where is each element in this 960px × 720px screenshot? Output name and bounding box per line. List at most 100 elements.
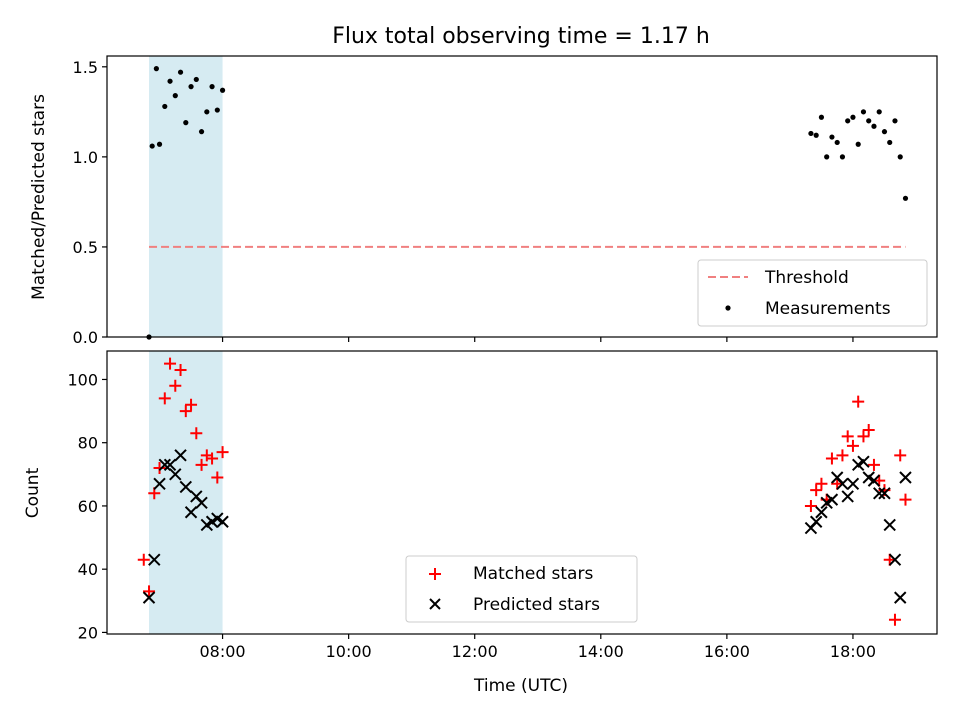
predicted-star-point bbox=[184, 506, 198, 519]
y-tick-label: 1.5 bbox=[73, 58, 98, 77]
measurement-point bbox=[897, 154, 903, 160]
matched-stars-points bbox=[137, 357, 912, 626]
predicted-star-point bbox=[841, 490, 854, 503]
predicted-stars-points bbox=[142, 449, 912, 604]
predicted-star-point bbox=[846, 477, 860, 491]
measurement-point bbox=[156, 141, 163, 147]
y-tick-label: 1.0 bbox=[73, 148, 98, 167]
bottom-legend: Matched stars Predicted stars bbox=[405, 555, 638, 623]
matched-star-point bbox=[164, 357, 177, 370]
bottom-y-axis-label: Count bbox=[23, 467, 43, 518]
measurement-points bbox=[146, 66, 909, 340]
top-legend-box bbox=[697, 259, 928, 327]
predicted-star-point bbox=[867, 474, 881, 487]
measurement-point bbox=[183, 120, 189, 126]
measurement-point bbox=[209, 84, 215, 90]
measurement-point bbox=[839, 154, 846, 160]
matched-star-point bbox=[179, 405, 192, 418]
matched-star-point bbox=[143, 585, 156, 598]
measurement-point bbox=[193, 76, 199, 83]
legend-threshold-label: Threshold bbox=[764, 268, 849, 288]
matched-star-point bbox=[867, 458, 880, 471]
measurement-point bbox=[871, 123, 877, 129]
measurement-point bbox=[153, 66, 159, 72]
y-tick-label: 20 bbox=[78, 623, 98, 642]
legend-predicted-label: Predicted stars bbox=[473, 595, 600, 615]
predicted-star-point bbox=[148, 553, 161, 566]
matched-star-point bbox=[857, 430, 870, 443]
measurement-point bbox=[855, 141, 861, 147]
matched-star-point bbox=[852, 395, 865, 408]
predicted-star-point bbox=[163, 458, 177, 472]
matched-star-point bbox=[825, 452, 838, 465]
measurement-point bbox=[813, 132, 819, 138]
matched-star-point bbox=[153, 461, 166, 474]
measurement-point bbox=[866, 118, 872, 124]
measurement-point bbox=[892, 118, 898, 124]
measurement-point bbox=[162, 103, 168, 110]
matched-star-point bbox=[185, 398, 198, 411]
y-tick-label: 80 bbox=[78, 434, 98, 453]
measurement-point bbox=[149, 143, 155, 149]
matched-star-point bbox=[195, 458, 208, 471]
predicted-star-point bbox=[158, 458, 171, 472]
matched-star-point bbox=[137, 553, 150, 566]
predicted-star-point bbox=[894, 591, 907, 604]
matched-star-point bbox=[804, 499, 817, 512]
matched-star-point bbox=[216, 446, 229, 459]
predicted-star-point bbox=[195, 496, 208, 509]
top-x-ticks bbox=[221, 337, 854, 342]
predicted-star-point bbox=[888, 553, 902, 566]
top-y-ticks: 0.0 0.5 1.0 1.5 bbox=[73, 58, 107, 347]
y-tick-label: 100 bbox=[67, 370, 98, 389]
bottom-axes-frame bbox=[106, 350, 938, 635]
predicted-star-point bbox=[174, 449, 187, 462]
matched-star-point bbox=[841, 430, 854, 443]
matched-star-point bbox=[169, 379, 182, 392]
predicted-star-point bbox=[216, 515, 229, 528]
measurement-point bbox=[824, 154, 830, 160]
legend-measurements-label: Measurements bbox=[765, 299, 891, 319]
x-axis-label: Time (UTC) bbox=[473, 676, 568, 696]
predicted-star-point bbox=[179, 480, 193, 494]
x-tick-label: 12:00 bbox=[452, 642, 498, 661]
matched-star-point bbox=[158, 392, 171, 405]
measurement-point bbox=[219, 87, 226, 93]
matched-star-point bbox=[815, 477, 828, 490]
predicted-star-point bbox=[142, 591, 156, 604]
y-tick-label: 40 bbox=[78, 560, 98, 579]
matched-star-point bbox=[206, 452, 219, 465]
legend-measurements-swatch bbox=[725, 305, 731, 311]
measurement-point bbox=[829, 134, 835, 140]
predicted-star-point bbox=[836, 477, 849, 491]
top-legend: Threshold Measurements bbox=[697, 259, 928, 327]
legend-predicted-swatch bbox=[429, 598, 441, 610]
highlight-span bbox=[149, 56, 223, 337]
legend-matched-label: Matched stars bbox=[473, 564, 593, 584]
measurement-point bbox=[818, 114, 825, 120]
x-tick-label: 18:00 bbox=[830, 642, 876, 661]
top-highlight-span bbox=[149, 56, 223, 337]
predicted-star-point bbox=[815, 506, 828, 519]
matched-star-point bbox=[190, 427, 203, 440]
matched-star-point bbox=[211, 471, 224, 484]
x-tick-label: 08:00 bbox=[200, 642, 246, 661]
top-panel: 0.0 0.5 1.0 1.5 Matched/Predicted stars Thr… bbox=[29, 55, 938, 347]
predicted-star-point bbox=[169, 468, 182, 481]
predicted-star-point bbox=[857, 455, 870, 468]
measurement-point bbox=[204, 109, 210, 115]
predicted-star-point bbox=[825, 493, 839, 506]
bottom-x-ticks: 08:00 10:00 12:00 14:00 16:00 18:00 bbox=[200, 634, 876, 661]
measurement-point bbox=[902, 195, 909, 201]
chart-title: Flux total observing time = 1.17 h bbox=[332, 24, 710, 49]
bottom-y-ticks: 20 40 60 80 100 bbox=[67, 370, 107, 642]
measurement-point bbox=[198, 129, 205, 135]
x-tick-label: 14:00 bbox=[578, 642, 624, 661]
measurement-point bbox=[887, 139, 893, 146]
measurement-point bbox=[167, 78, 173, 84]
matched-star-point bbox=[894, 449, 907, 462]
predicted-star-point bbox=[899, 471, 912, 484]
matched-star-point bbox=[174, 363, 187, 376]
